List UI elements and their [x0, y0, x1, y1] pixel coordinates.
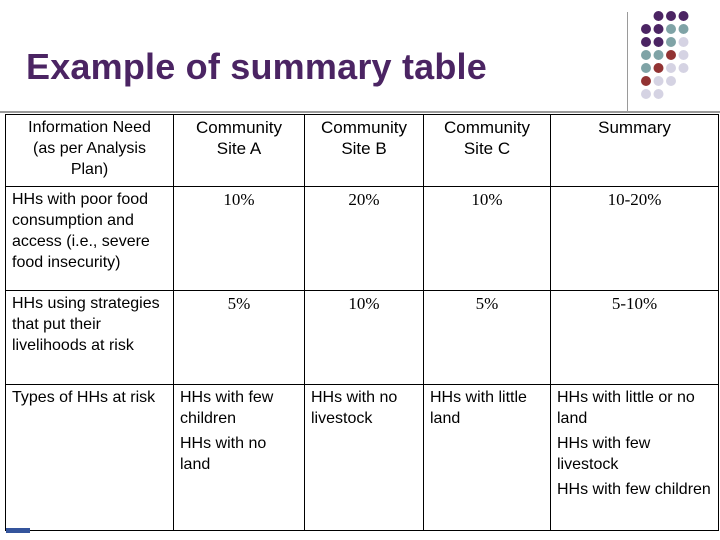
decorative-dot	[641, 37, 651, 47]
cell-site-b: 20%	[304, 186, 424, 291]
decorative-dot	[678, 63, 689, 73]
cell-line: HHs with little land	[430, 389, 527, 427]
cell-site-a: 10%	[173, 186, 305, 291]
decorative-dot	[678, 24, 689, 34]
row-label: HHs using strategies that put their live…	[5, 290, 174, 385]
cell-line: HHs with little or no land	[557, 389, 695, 427]
decorative-dot	[666, 50, 676, 60]
table-row: HHs with poor food consumption and acces…	[5, 186, 719, 291]
table-header-row: Information Need (as per Analysis Plan) …	[5, 114, 719, 187]
decorative-dot	[653, 24, 664, 34]
header-site-b: Community Site B	[304, 114, 424, 187]
decorative-dot	[641, 24, 651, 34]
header-line: Community	[444, 118, 530, 137]
decorative-dot	[653, 37, 664, 47]
cell-site-a: HHs with few children HHs with no land	[173, 384, 305, 531]
cell-site-c: 5%	[423, 290, 551, 385]
header-line: Information Need	[28, 119, 151, 136]
table-row: Types of HHs at risk HHs with few childr…	[5, 384, 719, 531]
summary-table: Information Need (as per Analysis Plan) …	[5, 114, 719, 531]
decorative-dot	[666, 76, 676, 86]
header-line: Summary	[598, 118, 671, 137]
decorative-dot	[641, 50, 651, 60]
vertical-divider	[627, 12, 628, 112]
header-summary: Summary	[550, 114, 719, 187]
header-line: Site A	[216, 139, 262, 158]
decorative-dot	[678, 50, 689, 60]
decorative-dot	[653, 76, 664, 86]
header-line: (as per Analysis	[33, 140, 146, 157]
horizontal-divider	[0, 111, 720, 113]
header-line: Site B	[341, 139, 387, 158]
corner-accent-bar	[6, 528, 30, 533]
cell-line: HHs with few livestock	[557, 435, 651, 473]
decorative-dot	[641, 63, 651, 73]
decorative-dot-grid	[641, 11, 689, 99]
decorative-dot	[666, 63, 676, 73]
cell-site-c: HHs with little land	[423, 384, 551, 531]
header-line: Community	[321, 118, 407, 137]
slide-title: Example of summary table	[26, 46, 487, 87]
decorative-dot	[653, 63, 664, 73]
cell-summary: HHs with little or no land HHs with few …	[550, 384, 719, 531]
row-label: HHs with poor food consumption and acces…	[5, 186, 174, 291]
decorative-dot	[641, 89, 651, 99]
header-line: Plan)	[70, 161, 109, 178]
header-line: Community	[196, 118, 282, 137]
cell-line: HHs with no livestock	[311, 389, 398, 427]
header-site-a: Community Site A	[173, 114, 305, 187]
decorative-dot	[653, 89, 664, 99]
header-site-c: Community Site C	[423, 114, 551, 187]
cell-line: HHs with few children	[180, 389, 274, 427]
decorative-dot	[653, 11, 664, 21]
decorative-dot	[666, 11, 676, 21]
decorative-dot	[641, 76, 651, 86]
row-label: Types of HHs at risk	[5, 384, 174, 531]
header-information-need: Information Need (as per Analysis Plan)	[5, 114, 174, 187]
decorative-dot	[666, 37, 676, 47]
decorative-dot	[653, 50, 664, 60]
cell-summary: 10-20%	[550, 186, 719, 291]
cell-site-b: HHs with no livestock	[304, 384, 424, 531]
cell-summary: 5-10%	[550, 290, 719, 385]
cell-line: HHs with no land	[180, 435, 267, 473]
cell-line: HHs with few children	[557, 481, 711, 498]
decorative-dot	[678, 11, 689, 21]
header-line: Site C	[463, 139, 511, 158]
decorative-dot	[678, 37, 689, 47]
decorative-dot	[666, 24, 676, 34]
table-row: HHs using strategies that put their live…	[5, 290, 719, 385]
cell-site-b: 10%	[304, 290, 424, 385]
cell-site-a: 5%	[173, 290, 305, 385]
cell-site-c: 10%	[423, 186, 551, 291]
